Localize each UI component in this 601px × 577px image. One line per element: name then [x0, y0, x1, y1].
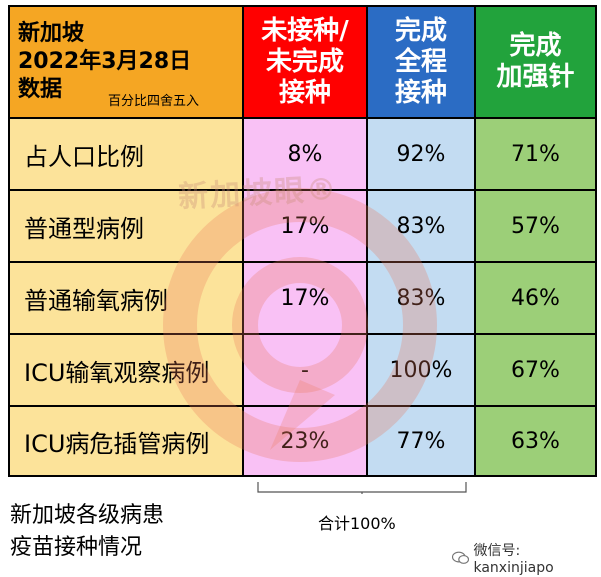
table-row: 普通型病例 17% 83% 57% — [8, 189, 597, 263]
unvaccinated-value: 8% — [242, 117, 368, 191]
header-row: 新加坡 2022年3月28日 数据 百分比四舍五入 未接种/ 未完成 接种 完成… — [8, 5, 597, 119]
wechat-id: 微信号: kanxinjiapo — [473, 543, 554, 576]
unvaccinated-value: 23% — [242, 405, 368, 477]
total-note: 合计100% — [318, 514, 396, 533]
booster-value: 67% — [474, 333, 597, 407]
booster-value: 63% — [474, 405, 597, 477]
wechat-credit: 微信号: kanxinjiapo — [452, 540, 601, 576]
header-booster-line: 加强针 — [496, 62, 575, 92]
full-value: 100% — [366, 333, 476, 407]
header-full-line: 完成 — [394, 15, 447, 46]
table-row: 普通输氧病例 17% 83% 46% — [8, 261, 597, 335]
header-booster-line: 完成 — [509, 31, 562, 61]
full-value: 83% — [366, 189, 476, 263]
header-full-line: 接种 — [394, 77, 447, 108]
row-label: ICU病危插管病例 — [8, 405, 244, 477]
caption-line-2: 疫苗接种情况 — [10, 535, 143, 560]
full-value: 92% — [366, 117, 476, 191]
unvaccinated-value: 17% — [242, 189, 368, 263]
caption: 新加坡各级病患 疫苗接种情况 — [10, 500, 164, 564]
unvaccinated-value: 17% — [242, 261, 368, 335]
header-booster: 完成 加强针 — [474, 5, 597, 119]
header-unvaccinated-line: 未完成 — [265, 46, 344, 77]
table-row: 占人口比例 8% 92% 71% — [8, 117, 597, 191]
total-brace — [257, 482, 467, 494]
title-line-1: 新加坡 — [18, 21, 85, 46]
row-label: ICU输氧观察病例 — [8, 333, 244, 407]
unvaccinated-value: - — [242, 333, 368, 407]
rounding-note: 百分比四舍五入 — [108, 94, 200, 109]
row-label: 占人口比例 — [8, 117, 244, 191]
watermark-text: 新加坡眼® — [177, 171, 339, 216]
full-value: 83% — [366, 261, 476, 335]
booster-value: 46% — [474, 261, 597, 335]
caption-line-1: 新加坡各级病患 — [10, 503, 165, 528]
header-full-line: 全程 — [394, 46, 447, 77]
table-title-cell: 新加坡 2022年3月28日 数据 百分比四舍五入 — [8, 5, 244, 119]
full-value: 77% — [366, 405, 476, 477]
booster-value: 71% — [474, 117, 597, 191]
header-unvaccinated-line: 接种 — [278, 77, 331, 108]
wechat-icon — [452, 551, 470, 564]
vaccination-table: 新加坡 2022年3月28日 数据 百分比四舍五入 未接种/ 未完成 接种 完成… — [8, 5, 597, 477]
row-label: 普通型病例 — [8, 189, 244, 263]
header-unvaccinated-line: 未接种/ — [261, 15, 349, 46]
table-row: ICU病危插管病例 23% 77% 63% — [8, 405, 597, 477]
row-label: 普通输氧病例 — [8, 261, 244, 335]
header-unvaccinated: 未接种/ 未完成 接种 — [242, 5, 368, 119]
booster-value: 57% — [474, 189, 597, 263]
header-full-vaccination: 完成 全程 接种 — [366, 5, 476, 119]
title-line-3: 数据 — [18, 77, 63, 102]
table-row: ICU输氧观察病例 - 100% 67% — [8, 333, 597, 407]
title-line-2: 2022年3月28日 — [18, 49, 192, 74]
